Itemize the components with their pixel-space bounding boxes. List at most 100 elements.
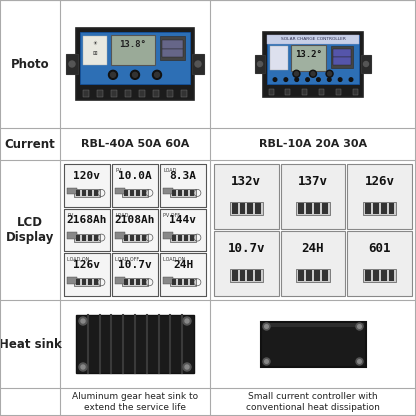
Text: LOAD ON: LOAD ON: [163, 258, 186, 262]
Bar: [389, 203, 394, 214]
Text: 132v: 132v: [231, 175, 261, 188]
Bar: [260, 322, 366, 366]
Bar: [124, 190, 128, 196]
Circle shape: [338, 78, 342, 82]
Bar: [80, 32, 190, 84]
Bar: [190, 279, 194, 285]
Bar: [314, 270, 320, 281]
Bar: [67, 277, 77, 284]
Circle shape: [195, 61, 201, 67]
Circle shape: [263, 323, 270, 330]
Bar: [82, 190, 86, 196]
Text: RBL-10A 20A 30A: RBL-10A 20A 30A: [259, 139, 367, 149]
Bar: [181, 90, 187, 97]
Bar: [115, 188, 125, 194]
Bar: [322, 270, 328, 281]
Bar: [74, 189, 100, 197]
Bar: [296, 269, 329, 282]
Text: Heat sink: Heat sink: [0, 337, 62, 351]
Circle shape: [111, 72, 116, 77]
Text: Small current controller with
conventional heat dissipation: Small current controller with convention…: [246, 392, 380, 412]
Circle shape: [364, 62, 369, 67]
Text: LCD
Display: LCD Display: [6, 216, 54, 244]
Bar: [136, 279, 140, 285]
Bar: [172, 190, 176, 196]
Text: 601: 601: [369, 242, 391, 255]
Text: 10.0A: 10.0A: [118, 171, 152, 181]
Bar: [255, 270, 261, 281]
Text: 137v: 137v: [298, 175, 328, 188]
Bar: [332, 46, 354, 68]
Text: RBL-40A 50A 60A: RBL-40A 50A 60A: [81, 139, 189, 149]
Bar: [192, 54, 204, 74]
Bar: [281, 231, 345, 296]
Bar: [381, 203, 386, 214]
Bar: [306, 270, 312, 281]
Bar: [64, 253, 110, 296]
Circle shape: [273, 78, 277, 82]
Bar: [83, 90, 89, 97]
Bar: [178, 279, 182, 285]
Bar: [160, 209, 206, 251]
Circle shape: [185, 365, 189, 369]
Bar: [64, 164, 110, 207]
Text: SOLAR CHARGE CONTROLLER: SOLAR CHARGE CONTROLLER: [280, 37, 345, 41]
Bar: [333, 49, 352, 57]
Circle shape: [284, 78, 287, 82]
Text: LOAD: LOAD: [115, 213, 129, 218]
Circle shape: [356, 358, 363, 365]
Circle shape: [183, 317, 191, 325]
Bar: [64, 209, 110, 251]
Text: PV OFF: PV OFF: [163, 213, 180, 218]
Bar: [255, 203, 261, 214]
Circle shape: [183, 363, 191, 371]
Bar: [306, 203, 312, 214]
Text: Current: Current: [5, 138, 55, 151]
Bar: [160, 253, 206, 296]
Circle shape: [349, 78, 353, 82]
Bar: [74, 278, 100, 286]
Bar: [124, 279, 128, 285]
Circle shape: [327, 78, 331, 82]
Bar: [270, 46, 288, 70]
Text: 10.7v: 10.7v: [118, 260, 152, 270]
Bar: [172, 279, 176, 285]
Bar: [232, 270, 238, 281]
Text: 126v: 126v: [74, 260, 101, 270]
Text: 10.7v: 10.7v: [228, 242, 265, 255]
Bar: [240, 270, 245, 281]
Bar: [142, 235, 146, 240]
Bar: [190, 190, 194, 196]
Bar: [255, 55, 265, 73]
Circle shape: [310, 70, 317, 77]
Bar: [319, 89, 324, 94]
Bar: [112, 164, 158, 207]
Text: 8.3A: 8.3A: [169, 171, 196, 181]
Bar: [268, 89, 273, 94]
Bar: [214, 231, 279, 296]
Bar: [230, 202, 263, 215]
Bar: [190, 235, 194, 240]
Bar: [125, 90, 131, 97]
Bar: [142, 190, 146, 196]
Text: 24H: 24H: [302, 242, 324, 255]
Bar: [115, 232, 125, 239]
Circle shape: [81, 319, 85, 323]
Bar: [267, 35, 359, 84]
Bar: [111, 35, 155, 65]
Bar: [322, 203, 328, 214]
Bar: [178, 235, 182, 240]
Text: 2108Ah: 2108Ah: [115, 215, 155, 225]
Text: 120v: 120v: [74, 171, 101, 181]
Circle shape: [293, 70, 300, 77]
Text: 126v: 126v: [365, 175, 395, 188]
Circle shape: [295, 78, 299, 82]
Circle shape: [265, 360, 268, 363]
Bar: [373, 270, 379, 281]
Bar: [291, 45, 326, 71]
Circle shape: [295, 72, 298, 76]
Bar: [163, 232, 173, 239]
Bar: [163, 277, 173, 284]
Bar: [298, 270, 304, 281]
Bar: [112, 253, 158, 296]
